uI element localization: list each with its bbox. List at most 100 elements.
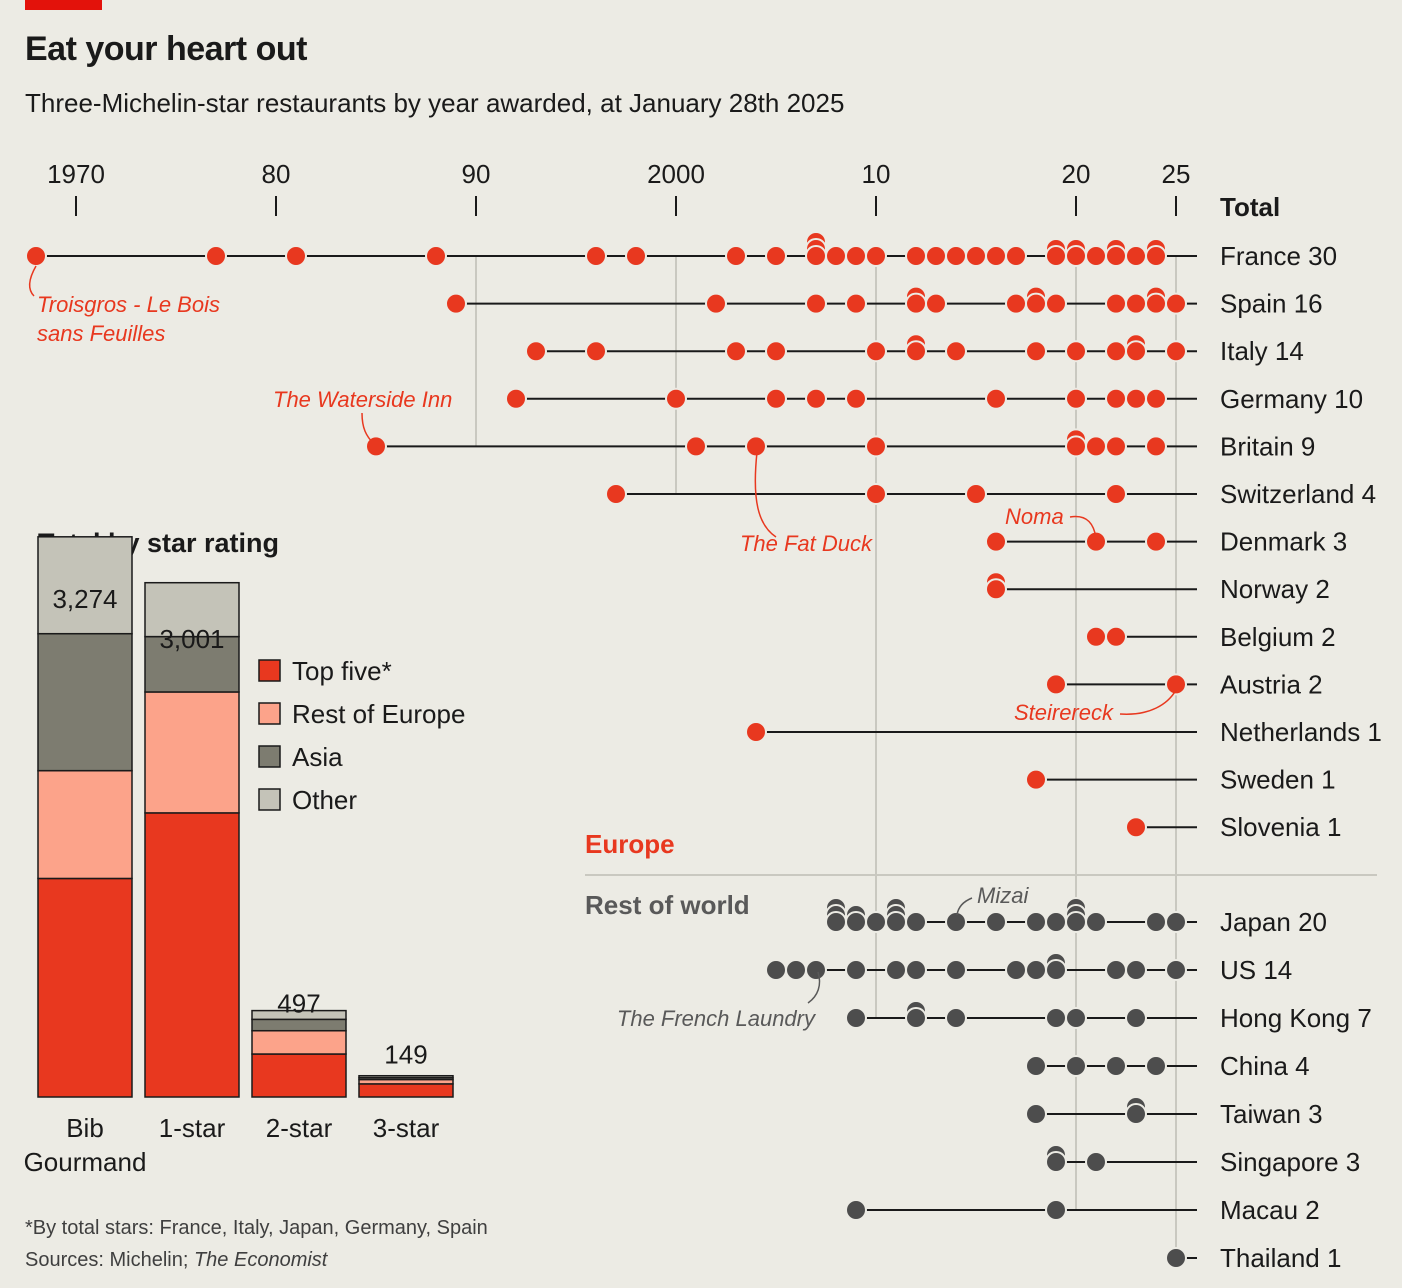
annotation-label: Troisgros - Le Bois — [37, 292, 220, 317]
row-label: Denmark 3 — [1220, 527, 1347, 557]
annotation: Steirereck — [1014, 689, 1177, 725]
data-point — [1045, 292, 1067, 315]
data-point — [865, 483, 887, 505]
data-point — [685, 435, 707, 458]
annotation-label: The French Laundry — [617, 1006, 817, 1031]
row-label: Thailand 1 — [1220, 1243, 1341, 1273]
data-point — [1085, 245, 1107, 267]
data-point — [1045, 245, 1067, 267]
data-point — [1145, 530, 1167, 553]
data-point — [1145, 1055, 1167, 1077]
data-point — [445, 292, 467, 315]
data-point — [525, 340, 547, 363]
bar-segment — [37, 632, 133, 772]
x-tick-label: 2000 — [647, 159, 705, 189]
data-point — [1085, 625, 1107, 648]
annotation: Noma — [1005, 504, 1097, 539]
bar-segment — [251, 1009, 347, 1021]
bar-category-label: 2-star — [266, 1113, 333, 1143]
data-point — [765, 387, 787, 410]
data-point — [745, 721, 767, 743]
data-point — [805, 292, 827, 315]
data-point — [1145, 292, 1167, 315]
annotation-label: Mizai — [977, 883, 1029, 908]
annotation-leader — [29, 265, 37, 297]
data-point — [1165, 959, 1187, 981]
bar-segment — [144, 691, 240, 814]
data-point — [1125, 340, 1147, 363]
data-point — [925, 292, 947, 315]
annotation: Troisgros - Le Bois sans Feuilles — [29, 265, 220, 346]
data-point — [1145, 435, 1167, 458]
data-point — [885, 911, 907, 933]
data-point — [505, 387, 527, 410]
data-point — [985, 245, 1007, 267]
data-point — [945, 959, 967, 981]
row-label: Singapore 3 — [1220, 1147, 1360, 1177]
data-point — [805, 387, 827, 410]
data-point — [1065, 340, 1087, 363]
data-point — [25, 245, 47, 267]
data-point — [845, 1007, 867, 1029]
data-point — [845, 1199, 867, 1221]
row-label: France 30 — [1220, 241, 1337, 271]
data-point — [1045, 1199, 1067, 1221]
bar-total-label: 3,001 — [159, 624, 224, 654]
data-point — [1005, 959, 1027, 981]
annotation: The Waterside Inn — [273, 387, 452, 445]
data-point — [985, 578, 1007, 601]
data-point — [1085, 435, 1107, 458]
data-point — [1125, 816, 1147, 839]
bar-segment — [144, 812, 240, 1098]
data-point — [865, 245, 887, 267]
x-tick-label: 1970 — [47, 159, 105, 189]
data-point — [765, 340, 787, 363]
legend-swatch — [258, 745, 281, 768]
legend-swatch — [258, 659, 281, 682]
bar-total-label: 497 — [277, 989, 320, 1019]
data-point — [1045, 1151, 1067, 1173]
data-point — [1165, 673, 1187, 696]
row-label: Norway 2 — [1220, 574, 1330, 604]
annotation-label: Steirereck — [1014, 700, 1114, 725]
legend-swatch — [258, 788, 281, 811]
data-point — [1045, 911, 1067, 933]
data-point — [1165, 292, 1187, 315]
data-point — [1085, 1151, 1107, 1173]
data-point — [1005, 245, 1027, 267]
data-point — [1025, 911, 1047, 933]
annotation: The French Laundry — [617, 971, 821, 1031]
data-point — [905, 292, 927, 315]
data-point — [845, 387, 867, 410]
data-point — [945, 245, 967, 267]
bar-total-label: 149 — [384, 1039, 427, 1069]
legend-label: Rest of Europe — [292, 699, 465, 729]
data-point — [1085, 911, 1107, 933]
bar-category-label: 3-star — [373, 1113, 440, 1143]
data-point — [1065, 1055, 1087, 1077]
data-point — [1105, 483, 1127, 505]
row-label: US 14 — [1220, 955, 1292, 985]
group-label-europe: Europe — [585, 829, 675, 859]
annotation-label: The Waterside Inn — [273, 387, 452, 412]
bar-category-label: 1-star — [159, 1113, 226, 1143]
footnote: *By total stars: France, Italy, Japan, G… — [25, 1212, 488, 1276]
bar-segment — [144, 581, 240, 638]
bar-segment — [251, 1018, 347, 1032]
data-point — [845, 245, 867, 267]
economist-red-tag — [25, 0, 102, 10]
data-point — [945, 911, 967, 933]
data-point — [1045, 959, 1067, 981]
bar-segment — [37, 877, 133, 1098]
data-point — [1105, 435, 1127, 458]
data-point — [205, 245, 227, 267]
row-label: Italy 14 — [1220, 336, 1304, 366]
chart-subtitle: Three-Michelin-star restaurants by year … — [25, 88, 845, 118]
data-point — [965, 483, 987, 505]
row-label: Germany 10 — [1220, 384, 1363, 414]
data-point — [1105, 340, 1127, 363]
data-point — [705, 292, 727, 315]
data-point — [1145, 387, 1167, 410]
data-point — [885, 959, 907, 981]
data-point — [625, 245, 647, 267]
